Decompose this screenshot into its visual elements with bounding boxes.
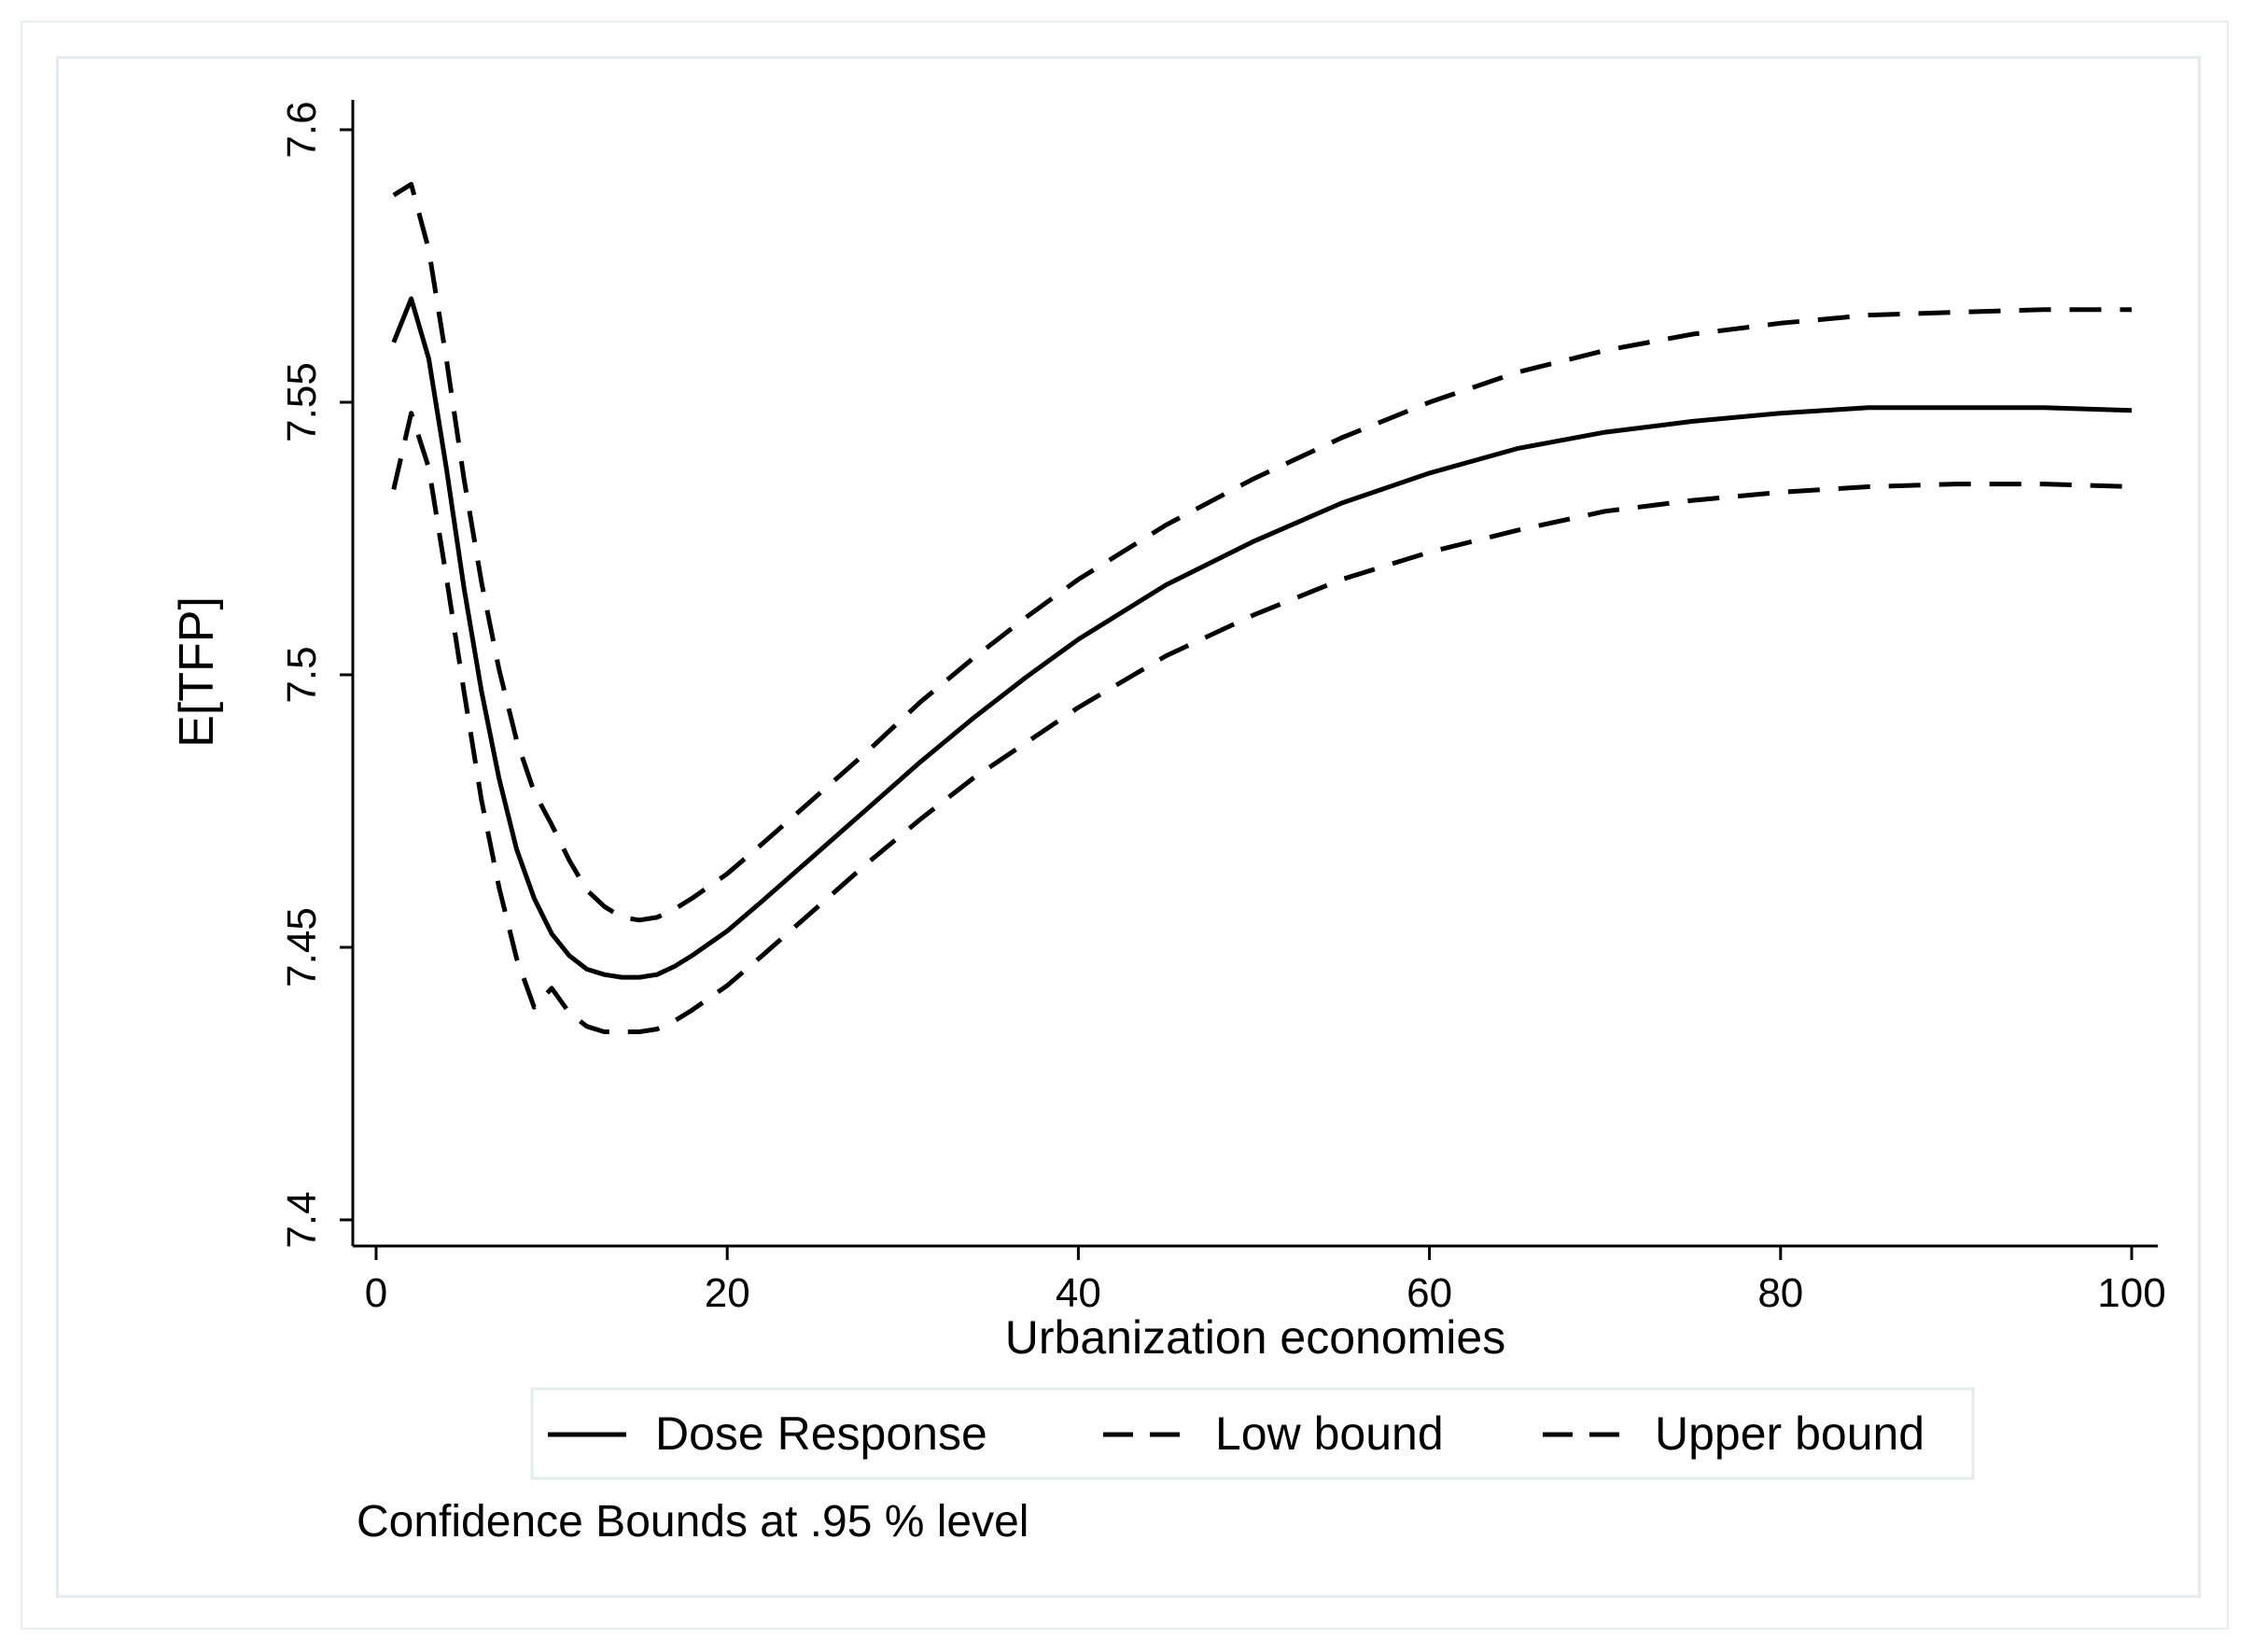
x-tick-label: 40 bbox=[1056, 1270, 1101, 1316]
legend-label: Low bound bbox=[1215, 1407, 1444, 1460]
legend-label: Dose Response bbox=[655, 1407, 987, 1460]
series-line-upper-bound bbox=[392, 181, 2132, 923]
series-lines bbox=[391, 181, 2133, 1034]
x-tick-label: 0 bbox=[365, 1270, 387, 1316]
axes: 7.4 7.45 7.5 7.55 7.6 0 20 40 60 80 100 bbox=[279, 100, 2166, 1316]
y-tick-label: 7.55 bbox=[279, 362, 325, 442]
y-ticks: 7.4 7.45 7.5 7.55 7.6 bbox=[279, 101, 353, 1249]
y-axis-title: E[TFP] bbox=[170, 596, 224, 748]
y-tick-label: 7.5 bbox=[279, 646, 325, 703]
x-axis-title: Urbanization economies bbox=[1005, 1311, 1505, 1364]
legend-box bbox=[530, 1387, 1975, 1480]
y-tick-label: 7.6 bbox=[279, 101, 325, 158]
graph-outer-frame bbox=[21, 21, 2229, 1630]
x-tick-label: 20 bbox=[705, 1270, 750, 1316]
x-ticks: 0 20 40 60 80 100 bbox=[365, 1246, 2166, 1316]
x-tick-label: 60 bbox=[1406, 1270, 1452, 1316]
legend-items: Dose Response Low bound Upper bound bbox=[548, 1407, 1924, 1460]
y-tick-label: 7.45 bbox=[279, 907, 325, 987]
x-tick-label: 80 bbox=[1757, 1270, 1803, 1316]
graph-inner-frame bbox=[56, 56, 2201, 1598]
series-line-low-bound bbox=[391, 411, 2133, 1034]
legend: Dose Response Low bound Upper bound bbox=[530, 1387, 1975, 1480]
series-line-dose-response bbox=[391, 296, 2133, 980]
y-tick-label: 7.4 bbox=[279, 1191, 325, 1248]
chart-note: Confidence Bounds at .95 % level bbox=[357, 1497, 1029, 1547]
x-tick-label: 100 bbox=[2097, 1270, 2165, 1316]
legend-label: Upper bound bbox=[1655, 1407, 1924, 1460]
